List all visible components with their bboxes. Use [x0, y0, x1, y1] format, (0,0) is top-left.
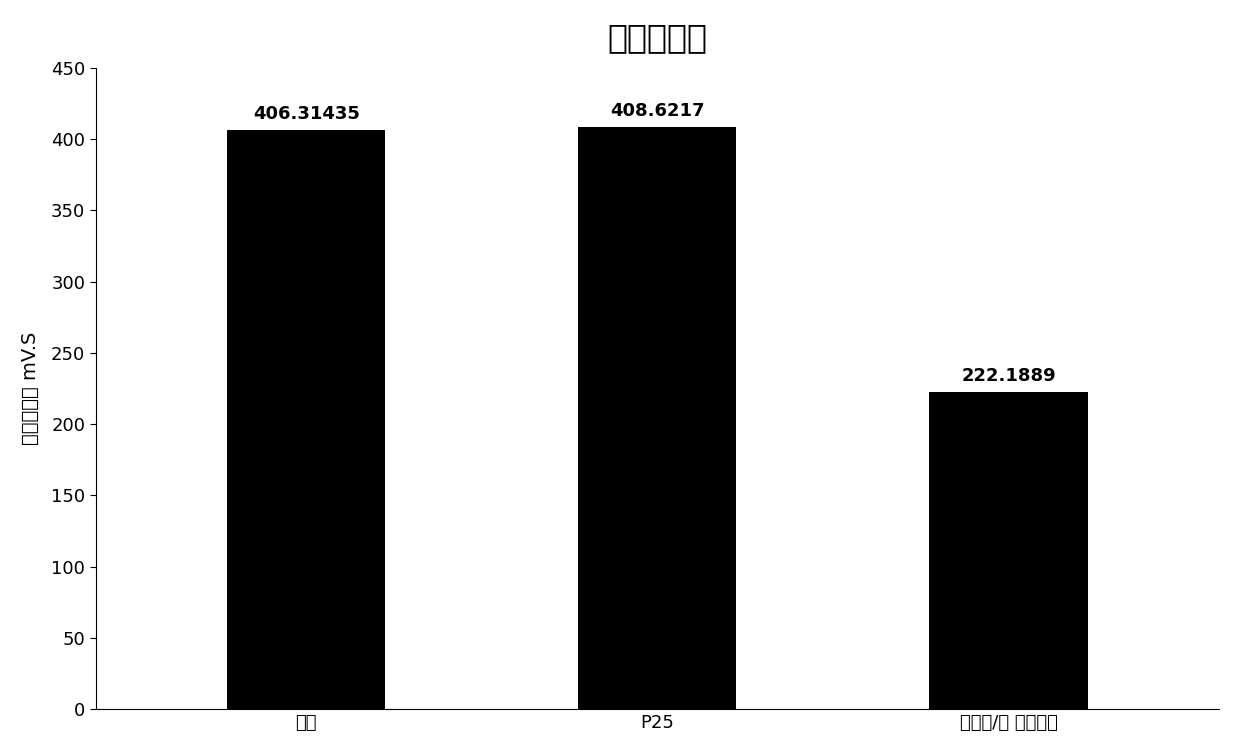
Title: 甲苯峰面积: 甲苯峰面积 — [608, 21, 707, 53]
Bar — [578, 127, 737, 709]
Text: 406.31435: 406.31435 — [253, 105, 360, 123]
Y-axis label: 甲苯峰面积 mV.S: 甲苯峰面积 mV.S — [21, 332, 40, 445]
Text: 222.1889: 222.1889 — [961, 367, 1055, 386]
Text: 408.6217: 408.6217 — [610, 102, 704, 120]
Bar — [227, 130, 386, 709]
Bar — [930, 392, 1087, 709]
